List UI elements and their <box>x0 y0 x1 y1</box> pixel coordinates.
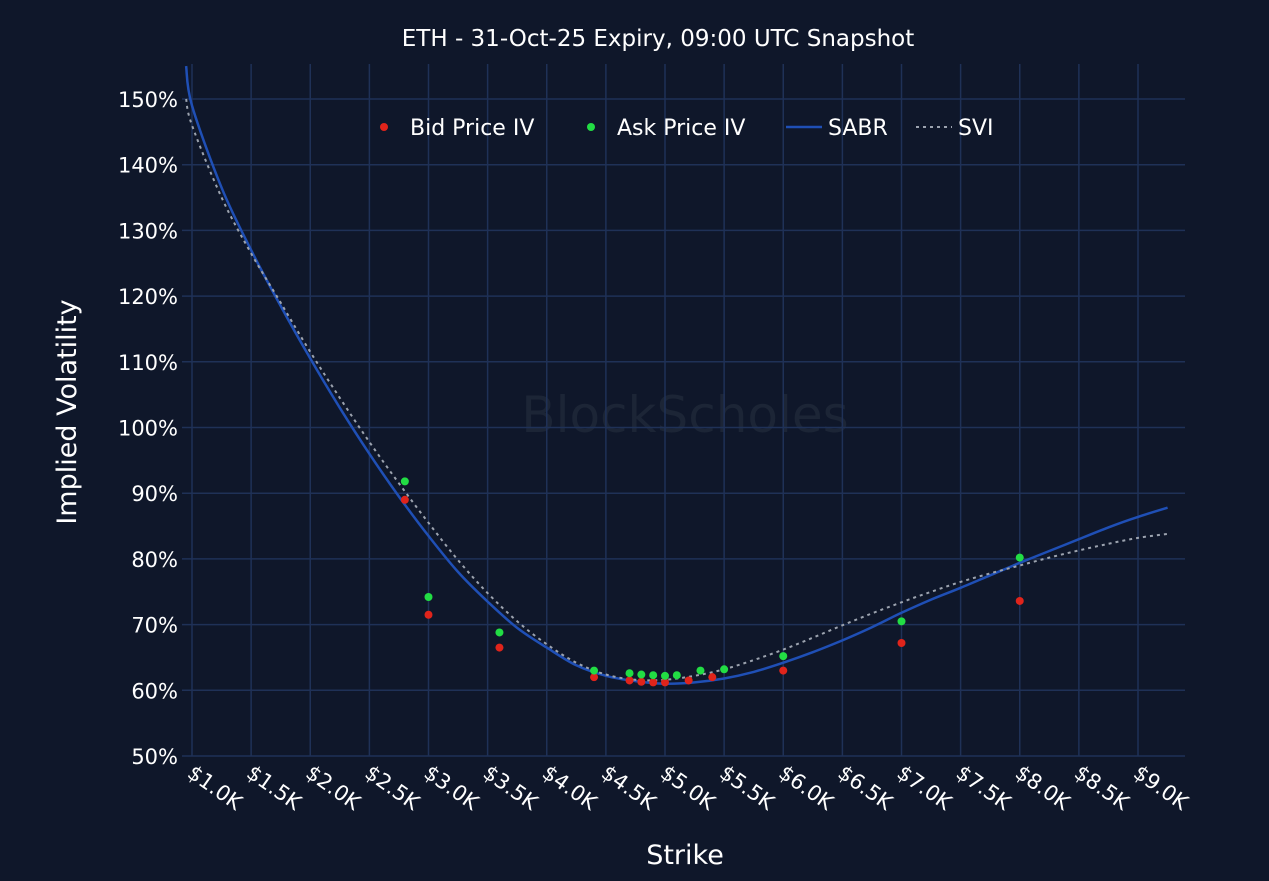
ask-iv-point <box>625 669 634 678</box>
legend-label: SABR <box>828 116 888 141</box>
bid-iv-point <box>495 643 504 652</box>
bid-iv-point <box>400 495 409 504</box>
bid-iv-point <box>897 638 906 647</box>
ask-iv-point <box>696 666 705 675</box>
legend-label: Bid Price IV <box>410 116 534 141</box>
bid-iv-point <box>684 676 693 685</box>
legend-item-bid[interactable]: Bid Price IV <box>380 116 534 141</box>
y-axis-label: Implied Volatility <box>52 299 83 524</box>
y-tick-label: 140% <box>118 154 178 178</box>
ask-iv-point <box>590 666 599 675</box>
bid-iv-point <box>625 676 634 685</box>
legend-item-sabr[interactable]: SABR <box>786 116 888 141</box>
ask-iv-point <box>424 593 433 602</box>
bid-iv-point <box>649 678 658 687</box>
bid-iv-point <box>661 678 669 687</box>
y-tick-label: 100% <box>118 417 178 441</box>
bid-iv-point <box>1015 596 1024 605</box>
chart-title: ETH - 31-Oct-25 Expiry, 09:00 UTC Snapsh… <box>402 26 915 52</box>
legend-marker <box>380 123 388 131</box>
legend-label: SVI <box>958 116 994 141</box>
watermark: BlockScholes <box>521 386 848 444</box>
grid <box>182 64 1185 757</box>
ask-iv-point <box>637 670 646 679</box>
legend-item-svi[interactable]: SVI <box>916 116 994 141</box>
bid-iv-point <box>590 673 599 682</box>
ask-iv-point <box>672 671 681 680</box>
y-tick-label: 150% <box>118 88 178 112</box>
y-tick-label: 110% <box>118 351 178 375</box>
y-tick-label: 70% <box>131 614 178 638</box>
x-axis-label: Strike <box>646 840 724 871</box>
ask-iv-point <box>649 671 658 680</box>
y-tick-label: 50% <box>131 745 178 769</box>
y-tick-label: 80% <box>131 548 178 572</box>
plot-area <box>184 65 1168 687</box>
ask-iv-point <box>1015 553 1024 562</box>
y-tick-label: 120% <box>118 285 178 309</box>
ask-iv-point <box>897 617 906 626</box>
legend-item-ask[interactable]: Ask Price IV <box>587 116 745 141</box>
bid-iv-point <box>424 610 433 619</box>
y-axis-ticks: 50% 60% 70% 80% 90% 100% 110% 120% 130% 140% 150% <box>118 88 178 769</box>
bid-iv-point <box>779 666 788 675</box>
ask-iv-point <box>779 652 788 661</box>
ask-iv-point <box>720 665 729 674</box>
legend-marker <box>587 123 595 131</box>
bid-iv-point <box>637 677 646 686</box>
ask-iv-point <box>495 628 504 637</box>
legend-label: Ask Price IV <box>617 116 745 141</box>
ask-iv-point <box>400 477 409 486</box>
y-tick-label: 130% <box>118 219 178 243</box>
ask-iv-point <box>661 671 669 680</box>
legend[interactable]: Bid Price IV Ask Price IV SABR SVI <box>380 116 994 141</box>
bid-iv-point <box>708 673 717 682</box>
svi-curve <box>185 98 1168 682</box>
y-tick-label: 90% <box>131 482 178 506</box>
y-tick-label: 60% <box>131 679 178 703</box>
